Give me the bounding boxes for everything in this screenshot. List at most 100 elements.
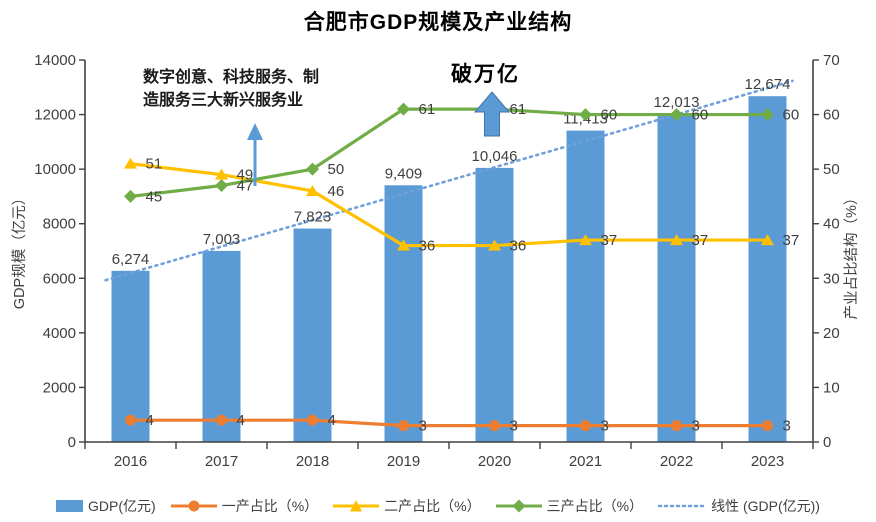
y-left-tick-label: 2000 [43, 379, 76, 396]
tertiary-line-marker-icon [495, 499, 542, 513]
line-label-triangle-2022: 37 [692, 232, 709, 249]
line-label-circle-2019: 3 [419, 418, 427, 435]
bar-2016 [111, 270, 150, 442]
line-triangle [128, 162, 770, 248]
bar-label-2018: 7,823 [294, 209, 332, 226]
line-label-circle-2021: 3 [601, 418, 609, 435]
y-right-tick-label: 40 [823, 216, 840, 233]
line-label-triangle-2023: 37 [783, 232, 800, 249]
line-label-diamond-2023: 60 [783, 107, 800, 124]
bar-label-2023: 12,674 [745, 76, 791, 93]
bar-2022 [657, 114, 696, 443]
annotation-trillion: 破万亿 [451, 63, 520, 86]
marker-circle-2020 [489, 420, 500, 432]
x-tick-label-2016: 2016 [114, 453, 147, 470]
y-left-tick-label: 8000 [43, 216, 76, 233]
y-right-tick-label: 30 [823, 270, 840, 287]
annotation-new-services-line2: 造服务三大新兴服务业 [143, 92, 304, 109]
line-label-triangle-2021: 37 [601, 232, 618, 249]
line-label-circle-2017: 4 [237, 412, 245, 429]
line-label-diamond-2022: 60 [692, 107, 709, 124]
marker-diamond-2017 [215, 179, 228, 193]
y-axis-right-title: 产业占比结构（%） [843, 191, 860, 320]
chart-title: 合肥市GDP规模及产业结构 [303, 11, 573, 34]
y-right-tick-label: 60 [823, 107, 840, 124]
legend-item-tertiary-industry: 三产占比（%） [495, 496, 643, 516]
bar-2018 [293, 228, 332, 442]
marker-triangle-2023 [761, 234, 774, 246]
marker-triangle-2019 [397, 239, 410, 251]
x-tick-label-2018: 2018 [296, 453, 329, 470]
line-label-circle-2020: 3 [510, 418, 518, 435]
line-label-triangle-2019: 36 [419, 238, 436, 255]
line-label-triangle-2016: 51 [146, 156, 163, 173]
line-label-diamond-2019: 61 [419, 101, 436, 118]
bar-2021 [566, 130, 605, 443]
y-left-tick-label: 6000 [43, 270, 76, 287]
bar-label-2022: 12,013 [654, 94, 700, 111]
line-label-triangle-2020: 36 [510, 238, 527, 255]
marker-circle-2016 [125, 414, 136, 426]
marker-triangle-2020 [488, 239, 501, 251]
marker-circle-2019 [398, 420, 409, 432]
bar-label-2016: 6,274 [112, 251, 150, 268]
y-right-tick-label: 20 [823, 325, 840, 342]
line-label-diamond-2017: 47 [237, 178, 254, 195]
marker-triangle-2016 [124, 157, 137, 169]
line-diamond [128, 107, 770, 199]
trend-dotted-line-icon [658, 504, 707, 508]
marker-circle-2018 [307, 414, 318, 426]
line-label-diamond-2021: 60 [601, 107, 618, 124]
y-left-tick-label: 10000 [34, 161, 76, 178]
thin-up-arrow-head [247, 123, 263, 140]
bar-2020 [475, 167, 514, 443]
gdp-bar-swatch-icon [56, 500, 84, 512]
x-tick-label-2020: 2020 [478, 453, 511, 470]
marker-diamond-2019 [397, 102, 410, 116]
y-axis-left-title: GDP规模（亿元） [11, 191, 28, 309]
marker-diamond-2021 [579, 108, 592, 122]
x-tick-label-2021: 2021 [569, 453, 602, 470]
annotation-new-services: 数字创意、科技服务、制 造服务三大新兴服务业 [143, 66, 383, 112]
legend-label-trend: 线性 (GDP(亿元)) [711, 498, 820, 514]
secondary-line-marker-icon [333, 500, 380, 512]
marker-circle-2021 [580, 420, 591, 432]
marker-diamond-2023 [761, 108, 774, 122]
legend-item-gdp: GDP(亿元) [56, 496, 156, 516]
x-tick-label-2019: 2019 [387, 453, 420, 470]
legend-item-trend: 线性 (GDP(亿元)) [658, 496, 820, 516]
y-left-tick-label: 0 [68, 434, 76, 451]
line-label-triangle-2018: 46 [328, 183, 345, 200]
marker-circle-2017 [216, 414, 227, 426]
marker-diamond-2018 [306, 162, 319, 176]
line-label-circle-2023: 3 [783, 418, 791, 435]
line-label-circle-2018: 4 [328, 412, 336, 429]
marker-triangle-2018 [306, 184, 319, 196]
legend-label-secondary: 二产占比（%） [384, 498, 481, 514]
y-right-tick-label: 0 [823, 434, 831, 451]
marker-diamond-2022 [670, 108, 683, 122]
x-tick-label-2023: 2023 [751, 453, 784, 470]
y-left-tick-label: 14000 [34, 52, 76, 69]
bar-label-2017: 7,003 [203, 231, 241, 248]
marker-triangle-2022 [670, 234, 683, 246]
bar-label-2020: 10,046 [472, 148, 518, 165]
block-up-arrow [473, 91, 511, 137]
x-tick-label-2017: 2017 [205, 453, 238, 470]
marker-triangle-2017 [215, 168, 228, 180]
bar-label-2019: 9,409 [385, 165, 423, 182]
legend-label-primary: 一产占比（%） [221, 498, 319, 514]
legend-item-primary-industry: 一产占比（%） [170, 496, 319, 516]
primary-line-marker-icon [170, 500, 217, 512]
line-label-circle-2016: 4 [146, 412, 154, 429]
line-label-circle-2022: 3 [692, 418, 700, 435]
marker-circle-2022 [671, 420, 682, 432]
line-label-diamond-2018: 50 [328, 161, 345, 178]
legend-item-secondary-industry: 二产占比（%） [333, 496, 481, 516]
line-circle [128, 418, 770, 428]
bar-2019 [384, 185, 423, 442]
legend-label-gdp: GDP(亿元) [88, 498, 156, 514]
y-left-tick-label: 12000 [34, 107, 76, 124]
y-right-tick-label: 50 [823, 161, 840, 178]
